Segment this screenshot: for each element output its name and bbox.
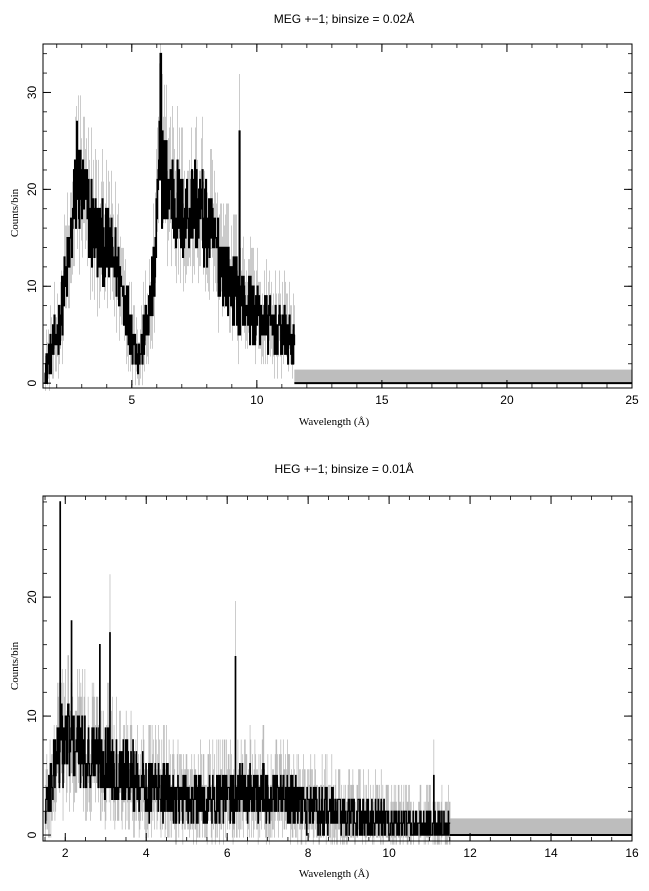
heg-x-tick-label: 12	[463, 846, 477, 860]
meg-y-tick-label: 10	[25, 279, 39, 293]
heg-x-tick-label: 14	[544, 846, 558, 860]
heg-spectrum-line	[44, 501, 451, 836]
meg-y-tick-label: 0	[25, 379, 39, 386]
heg-plot-area: 2 4 6 8 10 12 14 16 0 10 20	[25, 495, 639, 860]
meg-spectrum-line	[44, 52, 296, 384]
meg-plot-frame	[42, 43, 633, 389]
heg-chart-title: HEG +−1; binsize = 0.01Å	[274, 461, 413, 476]
heg-y-axis-label: Counts/bin	[9, 641, 21, 690]
heg-x-tick-label: 2	[62, 846, 69, 860]
meg-chart-title: MEG +−1; binsize = 0.02Å	[274, 11, 414, 26]
meg-background-band	[294, 369, 632, 384]
heg-x-tick-label: 8	[305, 846, 312, 860]
heg-y-tick-label: 10	[25, 709, 39, 723]
meg-x-tick-label: 10	[250, 393, 264, 407]
heg-x-tick-label: 10	[382, 846, 396, 860]
heg-x-tick-label: 16	[625, 846, 639, 860]
heg-x-tick-label: 4	[143, 846, 150, 860]
meg-plot-area: 5 10 15 20 25 0 10 20 30	[25, 43, 639, 407]
heg-x-tick-label: 6	[224, 846, 231, 860]
meg-x-tick-label: 20	[500, 393, 514, 407]
meg-x-tick-label: 25	[625, 393, 639, 407]
meg-y-axis-label: Counts/bin	[9, 188, 21, 237]
meg-y-tick-label: 20	[25, 182, 39, 196]
heg-y-tick-label: 20	[25, 590, 39, 604]
meg-x-axis-label: Wavelength (Å)	[299, 416, 370, 428]
heg-chart-panel: HEG +−1; binsize = 0.01Å Wavelength (Å) …	[9, 461, 639, 880]
meg-y-tick-label: 30	[25, 85, 39, 99]
meg-chart-panel: MEG +−1; binsize = 0.02Å Wavelength (Å) …	[9, 11, 639, 428]
heg-background-band	[449, 818, 632, 836]
meg-x-tick-label: 5	[128, 393, 135, 407]
meg-x-tick-label: 15	[375, 393, 389, 407]
heg-y-tick-label: 0	[25, 831, 39, 838]
heg-x-axis-label: Wavelength (Å)	[299, 868, 370, 880]
heg-plot-frame	[42, 495, 633, 842]
